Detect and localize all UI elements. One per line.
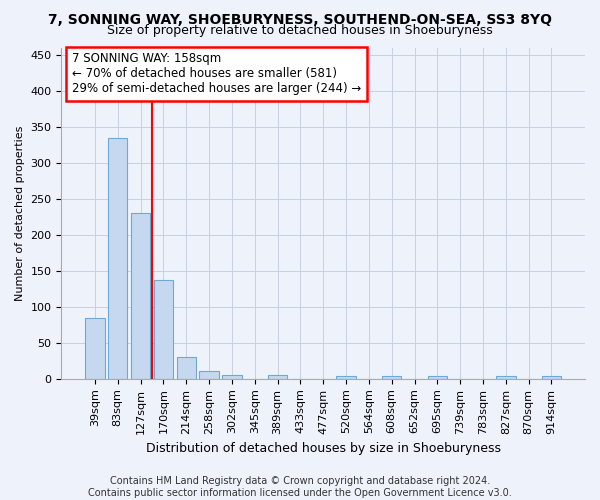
Bar — [108, 138, 127, 379]
Bar — [542, 376, 561, 379]
Text: Contains HM Land Registry data © Crown copyright and database right 2024.
Contai: Contains HM Land Registry data © Crown c… — [88, 476, 512, 498]
Bar — [337, 376, 356, 379]
Text: 7, SONNING WAY, SHOEBURYNESS, SOUTHEND-ON-SEA, SS3 8YQ: 7, SONNING WAY, SHOEBURYNESS, SOUTHEND-O… — [48, 12, 552, 26]
Text: 7 SONNING WAY: 158sqm
← 70% of detached houses are smaller (581)
29% of semi-det: 7 SONNING WAY: 158sqm ← 70% of detached … — [72, 52, 361, 96]
Bar — [268, 375, 287, 379]
Bar — [154, 280, 173, 379]
Bar — [131, 213, 150, 379]
Y-axis label: Number of detached properties: Number of detached properties — [15, 126, 25, 301]
Bar — [176, 357, 196, 379]
X-axis label: Distribution of detached houses by size in Shoeburyness: Distribution of detached houses by size … — [146, 442, 501, 455]
Text: Size of property relative to detached houses in Shoeburyness: Size of property relative to detached ho… — [107, 24, 493, 37]
Bar — [85, 318, 104, 379]
Bar — [382, 376, 401, 379]
Bar — [496, 376, 515, 379]
Bar — [428, 376, 447, 379]
Bar — [222, 375, 242, 379]
Bar — [199, 371, 219, 379]
